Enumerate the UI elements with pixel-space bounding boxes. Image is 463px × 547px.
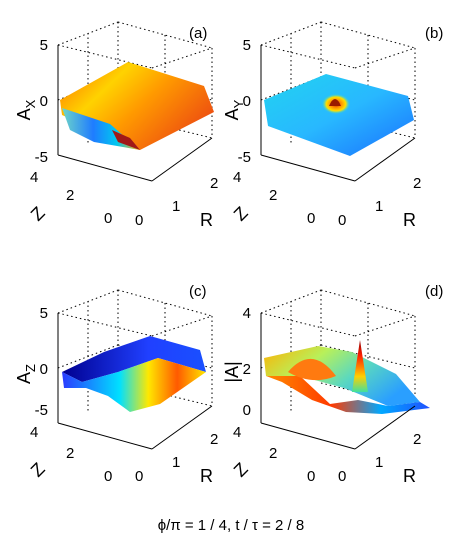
z-tick-label: 4 bbox=[243, 305, 251, 322]
z-axis-label: AX bbox=[14, 99, 38, 120]
x-axis-label: R bbox=[403, 210, 416, 230]
y-ticks: 4 2 0 bbox=[30, 169, 112, 227]
axes-frame bbox=[260, 313, 416, 450]
surface-d-front bbox=[266, 376, 430, 414]
z-tick-label: 2 bbox=[243, 361, 251, 378]
axes-frame bbox=[260, 45, 416, 182]
y-axis-label: Z bbox=[230, 203, 252, 225]
surface bbox=[60, 62, 214, 150]
z-ticks: 5 0 -5 bbox=[238, 37, 251, 166]
y-axis-label: Z bbox=[230, 459, 252, 481]
y-tick-label: 4 bbox=[30, 169, 38, 186]
z-ticks: 5 0 -5 bbox=[35, 37, 48, 166]
axes-frame bbox=[57, 45, 213, 182]
y-tick-label: 0 bbox=[104, 468, 112, 485]
z-ticks: 4 2 0 bbox=[243, 305, 251, 419]
z-tick-label: -5 bbox=[35, 402, 48, 419]
x-tick-label: 2 bbox=[210, 431, 218, 448]
x-ticks: 0 1 2 bbox=[135, 175, 218, 229]
surface-c-top bbox=[62, 336, 206, 382]
z-tick-label: 0 bbox=[243, 402, 251, 419]
axes-frame bbox=[57, 313, 213, 450]
x-tick-label: 1 bbox=[172, 454, 180, 471]
surface bbox=[62, 336, 206, 412]
y-tick-label: 0 bbox=[307, 468, 315, 485]
z-axis-label: |A| bbox=[222, 361, 242, 382]
y-tick-label: 2 bbox=[269, 187, 277, 204]
z-tick-label: 0 bbox=[243, 93, 251, 110]
y-ticks: 4 2 0 bbox=[233, 424, 315, 485]
x-ticks: 0 1 2 bbox=[338, 175, 421, 229]
y-tick-label: 2 bbox=[66, 445, 74, 462]
x-ticks: 0 1 2 bbox=[338, 431, 421, 485]
z-axis-label: AY bbox=[222, 99, 246, 120]
x-tick-label: 0 bbox=[338, 468, 346, 485]
surface-a-upper bbox=[60, 62, 214, 150]
z-tick-label: -5 bbox=[35, 149, 48, 166]
x-ticks: 0 1 2 bbox=[135, 431, 218, 485]
panel-a: 5 0 -5 4 2 0 0 1 2 AX Z R (a) bbox=[14, 21, 218, 230]
x-tick-label: 0 bbox=[135, 468, 143, 485]
x-tick-label: 0 bbox=[135, 212, 143, 229]
x-tick-label: 1 bbox=[375, 198, 383, 215]
y-ticks: 4 2 0 bbox=[30, 424, 112, 485]
z-tick-label: -5 bbox=[238, 149, 251, 166]
y-tick-label: 2 bbox=[66, 187, 74, 204]
surface-a-dip bbox=[112, 130, 140, 150]
x-tick-label: 2 bbox=[413, 175, 421, 192]
x-axis-label: R bbox=[200, 466, 213, 486]
panel-c: 5 0 -5 4 2 0 0 1 2 AZ Z R (c) bbox=[14, 283, 218, 486]
surface bbox=[264, 340, 430, 414]
z-ticks: 5 0 -5 bbox=[35, 305, 48, 419]
y-tick-label: 4 bbox=[233, 169, 241, 186]
z-tick-label: 5 bbox=[40, 37, 48, 54]
z-axis-label: AZ bbox=[14, 364, 38, 384]
y-tick-label: 4 bbox=[30, 424, 38, 441]
surface-b-plane bbox=[264, 74, 414, 156]
x-axis-label: R bbox=[403, 466, 416, 486]
y-axis-label: Z bbox=[27, 459, 49, 481]
y-tick-label: 2 bbox=[269, 445, 277, 462]
x-tick-label: 0 bbox=[338, 212, 346, 229]
x-axis-label: R bbox=[200, 210, 213, 230]
surface-c-front bbox=[62, 358, 206, 412]
surface-d-peak bbox=[352, 340, 368, 392]
y-tick-label: 0 bbox=[104, 210, 112, 227]
figure-caption: ϕ/π = 1 / 4, t / τ = 2 / 8 bbox=[158, 517, 304, 534]
x-tick-label: 1 bbox=[375, 454, 383, 471]
x-tick-label: 2 bbox=[413, 431, 421, 448]
x-tick-label: 2 bbox=[210, 175, 218, 192]
x-tick-label: 1 bbox=[172, 198, 180, 215]
z-tick-label: 5 bbox=[40, 305, 48, 322]
y-ticks: 4 2 0 bbox=[233, 169, 315, 227]
y-axis-label: Z bbox=[27, 203, 49, 225]
surface bbox=[264, 74, 414, 156]
surface-b-peak bbox=[329, 99, 341, 106]
panel-label: (a) bbox=[189, 25, 207, 42]
z-tick-label: 5 bbox=[243, 37, 251, 54]
surface-d-hump bbox=[288, 358, 336, 381]
panel-label: (b) bbox=[425, 25, 443, 42]
z-tick-label: 0 bbox=[40, 93, 48, 110]
z-tick-label: 0 bbox=[40, 361, 48, 378]
y-tick-label: 4 bbox=[233, 424, 241, 441]
panel-b: 5 0 -5 4 2 0 0 1 2 AY Z R (b) bbox=[222, 21, 443, 230]
y-tick-label: 0 bbox=[307, 210, 315, 227]
panel-d: 4 2 0 4 2 0 0 1 2 |A| Z R (d) bbox=[222, 283, 443, 486]
panel-label: (d) bbox=[425, 283, 443, 300]
panel-label: (c) bbox=[189, 283, 207, 300]
